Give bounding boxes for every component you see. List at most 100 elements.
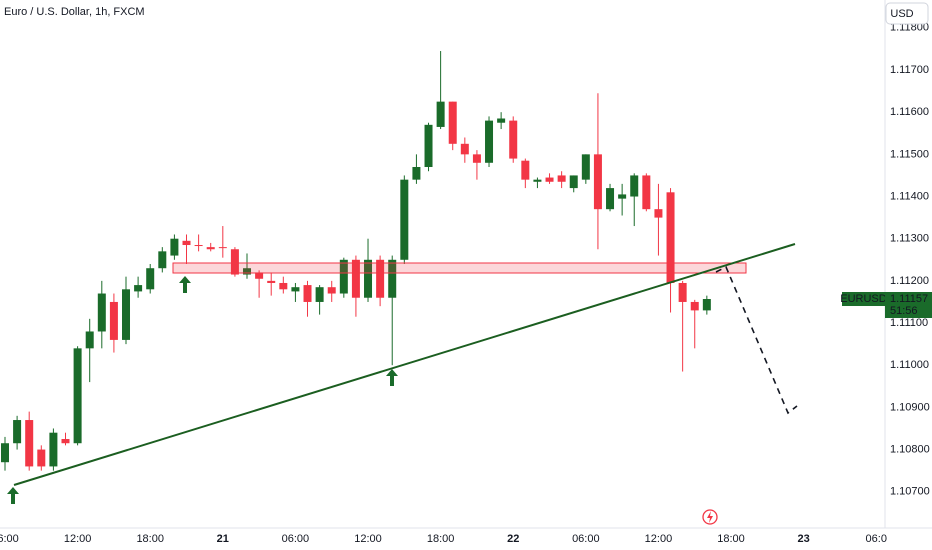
candle-body <box>37 449 46 467</box>
candle-body <box>690 301 699 311</box>
candle-body <box>460 143 469 155</box>
candle-body <box>255 272 264 279</box>
candle-body <box>436 101 445 127</box>
alert-icon[interactable] <box>702 509 718 525</box>
x-tick-label: 18:00 <box>427 533 455 545</box>
candle-body <box>376 259 385 298</box>
candle-body <box>388 259 397 298</box>
symbol-badge <box>842 292 885 307</box>
candle-body <box>351 259 360 298</box>
candle-body <box>424 124 433 168</box>
candle-body <box>25 420 34 467</box>
candle-body <box>448 101 457 144</box>
x-tick-label: 06:00 <box>282 533 310 545</box>
candle-body <box>569 175 578 189</box>
candle-body <box>485 120 494 163</box>
x-tick-label: 21 <box>217 533 229 545</box>
candle-body <box>303 285 312 302</box>
candle-body <box>170 238 179 256</box>
y-tick-label: 1.10800 <box>890 443 930 455</box>
candle-body <box>73 348 82 444</box>
y-tick-label: 1.11500 <box>890 148 929 160</box>
candle-body <box>666 192 675 283</box>
candle-body <box>218 247 227 249</box>
candle-body <box>533 179 542 182</box>
candle-body <box>545 177 554 182</box>
candle-body <box>315 287 324 302</box>
candle-body <box>606 188 615 210</box>
candle-body <box>122 289 131 340</box>
candle-body <box>146 268 155 290</box>
candle-body <box>339 259 348 294</box>
candle-body <box>593 154 602 210</box>
x-tick-label: 06:0 <box>866 533 887 545</box>
candle-body <box>158 251 167 269</box>
candle-body <box>109 301 118 340</box>
y-tick-label: 1.10700 <box>890 486 930 498</box>
currency-label[interactable]: USD <box>890 8 913 20</box>
currency-button[interactable]: USD <box>885 2 929 25</box>
last-price-label: 1.11157 <box>890 293 928 305</box>
candle-body <box>630 175 639 197</box>
x-tick-label: 06:00 <box>0 533 19 545</box>
x-tick-label: 18:00 <box>136 533 164 545</box>
candle-body <box>267 280 276 283</box>
plot-area <box>0 51 711 471</box>
candle-body <box>49 432 58 467</box>
symbol-label: EURUSD <box>840 293 887 305</box>
x-tick-label: 12:00 <box>64 533 92 545</box>
candle-body <box>206 247 215 250</box>
candle-body <box>61 439 70 444</box>
candle-body <box>509 120 518 159</box>
candle-body <box>279 282 288 290</box>
candle-body <box>182 240 191 246</box>
resistance-zone <box>172 262 747 274</box>
countdown-label: 51:56 <box>890 305 918 317</box>
candle-body <box>497 118 506 123</box>
projection-path <box>715 265 798 415</box>
candle-body <box>642 175 651 210</box>
candle-body <box>243 268 252 275</box>
chart-title: Euro / U.S. Dollar, 1h, FXCM <box>4 6 145 18</box>
trend-line <box>13 243 796 486</box>
y-tick-label: 1.11800 <box>890 22 929 34</box>
y-tick-label: 1.11100 <box>890 317 928 329</box>
x-tick-label: 12:00 <box>645 533 673 545</box>
candle-body <box>364 259 373 298</box>
x-tick-label: 18:00 <box>717 533 745 545</box>
candle-body <box>194 245 203 247</box>
y-tick-label: 1.11000 <box>890 359 929 371</box>
candle-body <box>618 194 627 199</box>
candle-body <box>412 167 421 180</box>
y-tick-label: 1.10900 <box>890 401 930 413</box>
y-tick-label: 1.11300 <box>890 233 929 245</box>
candle-body <box>230 249 239 275</box>
x-tick-label: 22 <box>507 533 519 545</box>
candle-body <box>581 154 590 180</box>
candle-body <box>654 209 663 218</box>
arrow-marker <box>386 369 398 386</box>
candle-body <box>327 287 336 294</box>
candle-body <box>291 287 300 292</box>
arrow-marker <box>7 487 19 504</box>
y-tick-label: 1.11700 <box>890 64 929 76</box>
candle-body <box>134 285 143 292</box>
arrow-marker <box>179 276 191 293</box>
candle-body <box>85 331 94 349</box>
axes: 1.10700 1.10800 1.10900 1.11000 1.11100 1.112… <box>0 22 930 545</box>
price-badge <box>885 292 932 319</box>
x-tick-label: 06:00 <box>572 533 600 545</box>
candle-body <box>0 443 9 463</box>
x-tick-label: 23 <box>798 533 810 545</box>
x-tick-label: 12:00 <box>354 533 382 545</box>
candle-body <box>400 179 409 260</box>
candle-body <box>13 420 22 444</box>
candle-body <box>557 175 566 182</box>
candle-body <box>678 282 687 302</box>
y-tick-label: 1.11600 <box>890 106 929 118</box>
